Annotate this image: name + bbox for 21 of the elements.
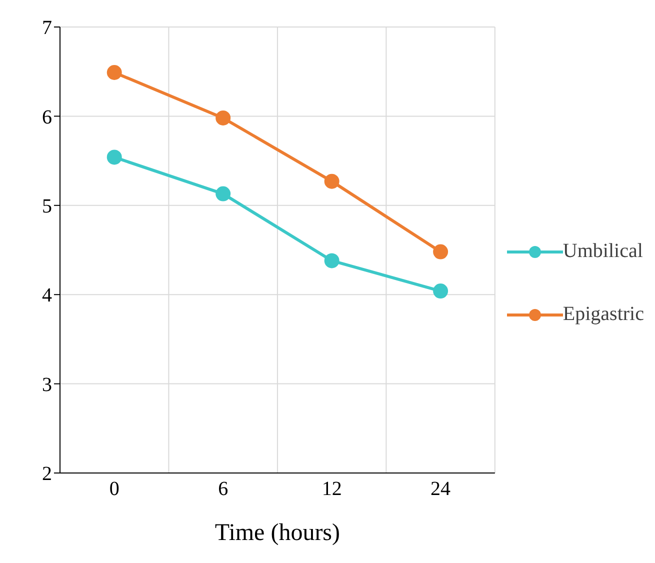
point (106, 64, 122, 80)
point (324, 174, 340, 189)
y-tick-label: 6 (42, 106, 52, 128)
point (433, 244, 448, 260)
y-tick-label: 5 (42, 196, 52, 218)
y-tick-label: 2 (42, 463, 52, 486)
point (216, 186, 231, 202)
x-tick-label: 12 (322, 478, 342, 500)
x-tick-label: 6 (218, 478, 228, 500)
point (106, 150, 122, 165)
point (216, 110, 231, 126)
x-axis-title: Time (hours) (214, 520, 340, 546)
point (433, 284, 448, 299)
y-tick-label: 4 (42, 284, 52, 307)
x-tick-label: 0 (109, 478, 120, 500)
y-tick-label: 3 (42, 374, 52, 396)
y-tick-label: 7 (42, 17, 52, 40)
legend-label: Epigastric (562, 303, 644, 326)
x-tick-label: 24 (430, 478, 451, 500)
legend-label: Umbilical (562, 240, 643, 263)
point (324, 253, 340, 268)
